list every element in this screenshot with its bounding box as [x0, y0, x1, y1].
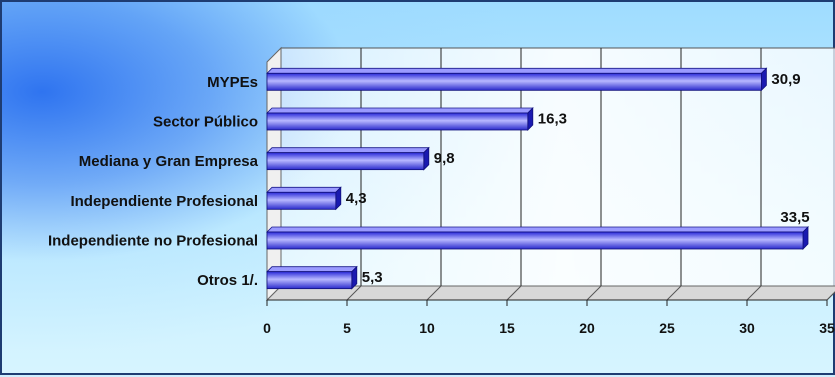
category-label: MYPEs — [207, 74, 258, 91]
bar — [266, 191, 337, 210]
x-tick-label: 30 — [739, 320, 755, 336]
value-label: 30,9 — [771, 71, 800, 88]
bar-top — [266, 226, 809, 233]
x-tick-label: 25 — [659, 320, 675, 336]
x-tick-label: 5 — [343, 320, 351, 336]
x-tick-label: 0 — [263, 320, 271, 336]
value-label: 33,5 — [780, 209, 809, 226]
floor-gridline — [506, 285, 522, 301]
value-labels: 30,9 16,3 9,8 4,3 33,5 5,3 — [346, 71, 810, 286]
category-label: Independiente Profesional — [70, 193, 258, 210]
floor-gridline — [746, 285, 762, 301]
category-labels: MYPEs Sector Público Mediana y Gran Empres… — [48, 74, 259, 289]
x-tick-label: 15 — [499, 320, 515, 336]
bar-top — [266, 107, 534, 114]
bars — [266, 67, 809, 290]
floor-gridline — [586, 285, 602, 301]
x-tick-label: 20 — [579, 320, 595, 336]
bar — [266, 271, 353, 290]
category-label: Sector Público — [153, 114, 258, 131]
floor-gridline — [346, 285, 362, 301]
floor-gridline — [826, 291, 835, 301]
bar-top — [266, 67, 768, 74]
bar — [266, 152, 425, 171]
x-axis-ticks: 0 5 10 15 20 25 30 35 — [263, 320, 835, 336]
floor-gridline — [426, 285, 442, 301]
value-label: 16,3 — [538, 111, 567, 128]
category-label: Mediana y Gran Empresa — [79, 153, 259, 170]
category-label: Independiente no Profesional — [48, 233, 258, 250]
bar-top — [266, 147, 430, 154]
value-label: 9,8 — [434, 150, 455, 167]
bar — [266, 72, 762, 91]
value-label: 5,3 — [362, 269, 383, 286]
value-label: 4,3 — [346, 190, 367, 207]
bar — [266, 231, 804, 250]
bar-top — [266, 266, 358, 273]
x-tick-label: 10 — [419, 320, 435, 336]
bar — [266, 112, 529, 131]
x-tick-label: 35 — [819, 320, 835, 336]
bar-top — [266, 186, 342, 193]
floor-gridline — [666, 285, 682, 301]
category-label: Otros 1/. — [197, 272, 258, 289]
